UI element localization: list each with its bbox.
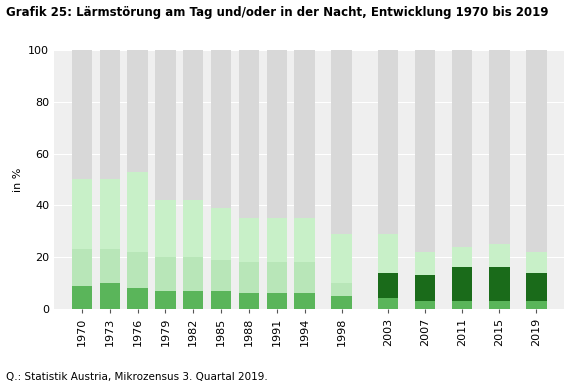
Bar [294,293,315,309]
Bar [155,257,176,291]
Bar [100,179,120,249]
Bar [489,50,510,244]
Bar [239,50,259,218]
Bar [100,283,120,309]
Bar [183,257,203,291]
Bar [415,301,435,309]
Bar [128,172,148,252]
Bar [211,291,231,309]
Bar [128,50,148,172]
Bar [452,247,473,267]
Bar [155,291,176,309]
Bar [452,267,473,301]
Bar [415,50,435,252]
Bar [128,252,148,288]
Bar [72,286,92,309]
Y-axis label: in %: in % [13,167,23,192]
Bar [72,50,92,179]
Bar [267,218,287,262]
Bar [378,298,398,309]
Bar [155,50,176,200]
Bar [100,249,120,283]
Bar [378,50,398,234]
Bar [239,262,259,293]
Bar [267,262,287,293]
Bar [489,244,510,267]
Bar [332,283,352,296]
Bar [72,249,92,286]
Bar [526,252,547,273]
Bar [294,262,315,293]
Bar [489,267,510,301]
Bar [526,301,547,309]
Bar [239,293,259,309]
Bar [183,50,203,200]
Bar [378,273,398,298]
Bar [211,260,231,291]
Bar [267,50,287,218]
Bar [332,50,352,234]
Bar [489,301,510,309]
Bar [526,50,547,252]
Bar [294,50,315,218]
Bar [211,208,231,260]
Bar [378,234,398,273]
Bar [452,50,473,247]
Bar [526,273,547,301]
Bar [183,200,203,257]
Bar [100,50,120,179]
Bar [155,200,176,257]
Bar [72,179,92,249]
Text: Grafik 25: Lärmstörung am Tag und/oder in der Nacht, Entwicklung 1970 bis 2019: Grafik 25: Lärmstörung am Tag und/oder i… [6,6,548,19]
Bar [332,296,352,309]
Bar [415,252,435,275]
Bar [128,288,148,309]
Text: Q.: Statistik Austria, Mikrozensus 3. Quartal 2019.: Q.: Statistik Austria, Mikrozensus 3. Qu… [6,372,267,382]
Bar [415,275,435,301]
Bar [332,234,352,283]
Bar [267,293,287,309]
Bar [452,301,473,309]
Bar [211,50,231,208]
Bar [183,291,203,309]
Bar [294,218,315,262]
Bar [239,218,259,262]
